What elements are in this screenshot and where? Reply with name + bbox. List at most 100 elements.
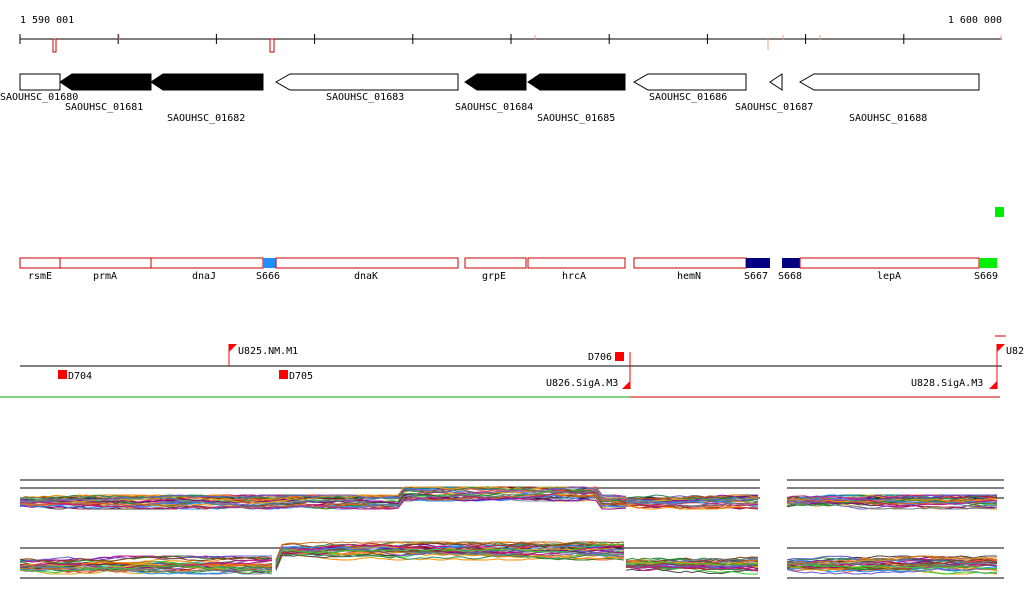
feature-box-s667[interactable]	[746, 258, 770, 268]
feature-box-s669[interactable]	[979, 258, 997, 268]
gene-arrow-saouhsc-01685[interactable]	[527, 73, 626, 91]
svg-text:U825.NM.M1: U825.NM.M1	[238, 346, 298, 357]
coverage-line	[19, 565, 273, 573]
coverage-line	[786, 495, 998, 507]
gene-label: SAOUHSC_01686	[649, 92, 727, 103]
feature-box-rsme[interactable]	[19, 257, 61, 269]
gene-arrow-saouhsc-01681[interactable]	[59, 73, 152, 91]
promoter-u825[interactable]: U825.NM.M1	[228, 344, 298, 366]
feature-box-grpe[interactable]	[464, 257, 527, 269]
coverage-line	[625, 494, 759, 500]
coverage-line	[19, 555, 272, 563]
gene-arrow-saouhsc-01687[interactable]	[769, 73, 783, 91]
coverage-line	[625, 494, 759, 501]
coverage-line	[19, 491, 627, 510]
terminator-d706[interactable]: D706	[588, 352, 624, 363]
svg-text:U827: U827	[1006, 346, 1024, 357]
coverage-line	[625, 503, 759, 510]
svg-text:U828.SigA.M3: U828.SigA.M3	[911, 378, 983, 389]
ruler-highlights	[52, 35, 1002, 53]
position-ruler: 1 590 001 1 600 000	[19, 15, 1002, 53]
gene-arrow-saouhsc-01688[interactable]	[798, 73, 980, 91]
gene-label: SAOUHSC_01682	[167, 113, 245, 124]
feature-box-hemn[interactable]	[633, 257, 747, 269]
gene-arrow-saouhsc-01682[interactable]	[150, 73, 264, 91]
coverage-line	[625, 560, 759, 566]
terminator-d704[interactable]: D704	[58, 370, 92, 382]
ruler-end-label: 1 600 000	[948, 15, 1002, 26]
promoter-u827[interactable]: U827	[996, 344, 1024, 366]
gene-label: SAOUHSC_01680	[0, 92, 78, 103]
svg-text:D704: D704	[68, 371, 92, 382]
feature-box-s668[interactable]	[782, 258, 800, 268]
feature-label: S669	[974, 271, 998, 282]
expression-track-lower	[19, 541, 1004, 579]
coverage-line	[786, 567, 998, 575]
feature-label: grpE	[482, 271, 506, 282]
feature-box-dnak[interactable]	[275, 257, 459, 269]
coverage-line	[19, 491, 627, 510]
gene-label: SAOUHSC_01687	[735, 102, 813, 113]
gene-label: SAOUHSC_01683	[326, 92, 404, 103]
terminator-d705[interactable]: D705	[279, 370, 313, 382]
promoter-u826[interactable]: U826.SigA.M3	[546, 352, 631, 389]
gene-label: SAOUHSC_01685	[537, 113, 615, 124]
gene-annotation-track: SAOUHSC_01680 SAOUHSC_01681 SAOUHSC_0168…	[0, 73, 980, 124]
coverage-line	[19, 486, 627, 503]
coverage-line	[275, 549, 625, 566]
track-marker	[995, 207, 1004, 217]
gene-arrow-saouhsc-01684[interactable]	[464, 73, 527, 91]
coverage-line	[786, 558, 998, 570]
feature-box-prma[interactable]	[59, 257, 152, 269]
coverage-line	[786, 555, 998, 566]
feature-box-s666[interactable]	[263, 258, 276, 268]
coverage-line	[786, 564, 997, 570]
coverage-line	[625, 502, 759, 508]
coverage-line	[19, 564, 273, 574]
feature-label: dnaK	[354, 271, 378, 282]
coverage-line	[786, 497, 998, 506]
coverage-line	[625, 565, 759, 571]
coverage-line	[786, 555, 998, 566]
coverage-line	[19, 490, 627, 508]
coverage-line	[19, 556, 273, 563]
svg-text:D705: D705	[289, 371, 313, 382]
expression-track-upper	[19, 479, 1004, 510]
gene-label: SAOUHSC_01688	[849, 113, 927, 124]
coverage-line	[625, 500, 759, 508]
coverage-line	[625, 568, 759, 575]
svg-text:U826.SigA.M3: U826.SigA.M3	[546, 378, 618, 389]
coverage-line	[275, 553, 625, 570]
feature-label: hemN	[677, 271, 701, 282]
coverage-line	[625, 557, 759, 566]
coverage-line	[786, 494, 998, 507]
coverage-line	[786, 501, 998, 510]
feature-label: dnaJ	[192, 271, 216, 282]
coverage-line	[275, 550, 625, 570]
coverage-line	[275, 541, 625, 568]
gene-arrow-saouhsc-01680[interactable]	[19, 73, 61, 91]
feature-box-dnaj[interactable]	[150, 257, 264, 269]
gene-arrow-saouhsc-01686[interactable]	[632, 73, 747, 91]
gene-label: SAOUHSC_01684	[455, 102, 533, 113]
coverage-line	[19, 486, 627, 503]
svg-text:D706: D706	[588, 352, 612, 363]
coverage-line	[625, 561, 759, 567]
feature-box-lepa[interactable]	[799, 257, 980, 269]
coverage-line	[786, 494, 998, 503]
regulatory-track: U825.NM.M1 D704 D705 D706 U826.SigA.M3	[0, 335, 1024, 398]
promoter-u828[interactable]: U828.SigA.M3	[911, 366, 998, 389]
feature-box-hrca[interactable]	[527, 257, 626, 269]
coverage-line	[786, 565, 998, 572]
coverage-line	[275, 541, 624, 561]
coverage-line	[19, 495, 627, 510]
coverage-line	[19, 555, 273, 564]
ruler-start-label: 1 590 001	[20, 15, 74, 26]
gene-arrow-saouhsc-01683[interactable]	[274, 73, 459, 91]
feature-label: rsmE	[28, 271, 52, 282]
feature-track: rsmE prmA dnaJ S666 dnaK grpE hrcA hemN …	[19, 257, 998, 282]
feature-label: S666	[256, 271, 280, 282]
feature-label: lepA	[877, 271, 901, 282]
feature-label: S668	[778, 271, 802, 282]
